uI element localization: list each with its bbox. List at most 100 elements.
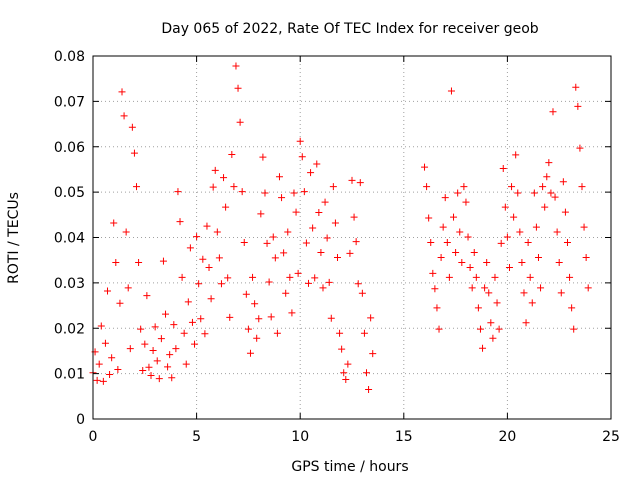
data-point <box>311 274 319 282</box>
data-point <box>255 315 263 323</box>
data-point <box>365 386 373 394</box>
data-point <box>472 273 480 281</box>
data-point <box>497 239 505 247</box>
data-point <box>307 169 315 177</box>
data-point <box>226 313 234 321</box>
data-point <box>263 239 271 247</box>
data-point <box>172 345 180 353</box>
data-point <box>298 153 306 161</box>
data-point <box>495 325 503 333</box>
data-point <box>118 88 126 96</box>
data-point <box>512 151 520 159</box>
data-point <box>242 290 250 298</box>
data-point <box>159 257 167 265</box>
y-tick-label: 0.03 <box>54 276 85 292</box>
data-point <box>116 299 124 307</box>
data-point <box>539 183 547 191</box>
data-point <box>479 344 487 352</box>
data-point <box>302 239 310 247</box>
data-point <box>290 189 298 197</box>
data-point <box>450 213 458 221</box>
data-point <box>261 189 269 197</box>
data-point <box>253 334 261 342</box>
data-point <box>271 254 279 262</box>
data-point <box>300 188 308 196</box>
data-point <box>470 248 478 256</box>
data-point <box>304 279 312 287</box>
data-point <box>435 325 443 333</box>
data-point <box>520 289 528 297</box>
y-tick-label: 0.07 <box>54 94 85 110</box>
data-point <box>273 329 281 337</box>
data-point <box>319 284 327 292</box>
data-point <box>168 374 176 382</box>
data-point <box>259 153 267 161</box>
data-point <box>309 224 317 232</box>
data-point <box>360 329 368 337</box>
data-point <box>124 284 132 292</box>
data-point <box>130 149 138 157</box>
data-point <box>543 173 551 181</box>
x-tick-label: 25 <box>602 429 620 445</box>
y-tick-label: 0.06 <box>54 140 85 156</box>
data-point <box>317 248 325 256</box>
data-point <box>423 183 431 191</box>
data-point <box>537 284 545 292</box>
data-point <box>267 313 275 321</box>
data-point <box>205 263 213 271</box>
data-point <box>572 83 580 91</box>
data-point <box>162 310 170 318</box>
data-point <box>249 273 257 281</box>
data-point <box>367 314 375 322</box>
x-tick-label: 15 <box>395 429 413 445</box>
data-point <box>329 183 337 191</box>
data-point <box>568 304 576 312</box>
data-point <box>294 269 302 277</box>
data-point <box>574 102 582 110</box>
data-point <box>147 371 155 379</box>
data-point <box>234 84 242 92</box>
data-point <box>557 289 565 297</box>
data-point <box>188 318 196 326</box>
data-point <box>518 258 526 266</box>
data-point <box>456 228 464 236</box>
data-point <box>151 323 159 331</box>
data-point <box>555 258 563 266</box>
data-point <box>327 314 335 322</box>
data-point <box>174 188 182 196</box>
data-point <box>541 203 549 211</box>
y-tick-label: 0.01 <box>54 367 85 383</box>
data-point <box>228 150 236 158</box>
data-point <box>139 366 147 374</box>
data-point <box>244 325 252 333</box>
data-point <box>106 371 114 379</box>
data-point <box>145 363 153 371</box>
data-point <box>128 123 136 131</box>
data-point <box>236 118 244 126</box>
data-point <box>191 340 199 348</box>
data-point <box>257 210 265 218</box>
data-point <box>369 350 377 358</box>
data-point <box>120 112 128 120</box>
data-point <box>313 160 321 168</box>
data-point <box>454 189 462 197</box>
data-point <box>439 223 447 231</box>
data-point <box>157 335 165 343</box>
data-point <box>155 375 163 383</box>
data-point <box>524 238 532 246</box>
data-point <box>207 295 215 303</box>
data-point <box>530 189 538 197</box>
data-point <box>505 263 513 271</box>
chart-title: Day 065 of 2022, Rate Of TEC Index for r… <box>161 21 538 37</box>
data-point <box>284 228 292 236</box>
data-point <box>508 183 516 191</box>
data-point <box>563 238 571 246</box>
y-tick-label: 0 <box>76 412 85 428</box>
data-point <box>323 234 331 242</box>
x-tick-label: 20 <box>498 429 516 445</box>
data-point <box>224 274 232 282</box>
data-point <box>209 183 217 191</box>
data-point <box>358 289 366 297</box>
data-point <box>437 253 445 261</box>
data-point <box>275 173 283 181</box>
